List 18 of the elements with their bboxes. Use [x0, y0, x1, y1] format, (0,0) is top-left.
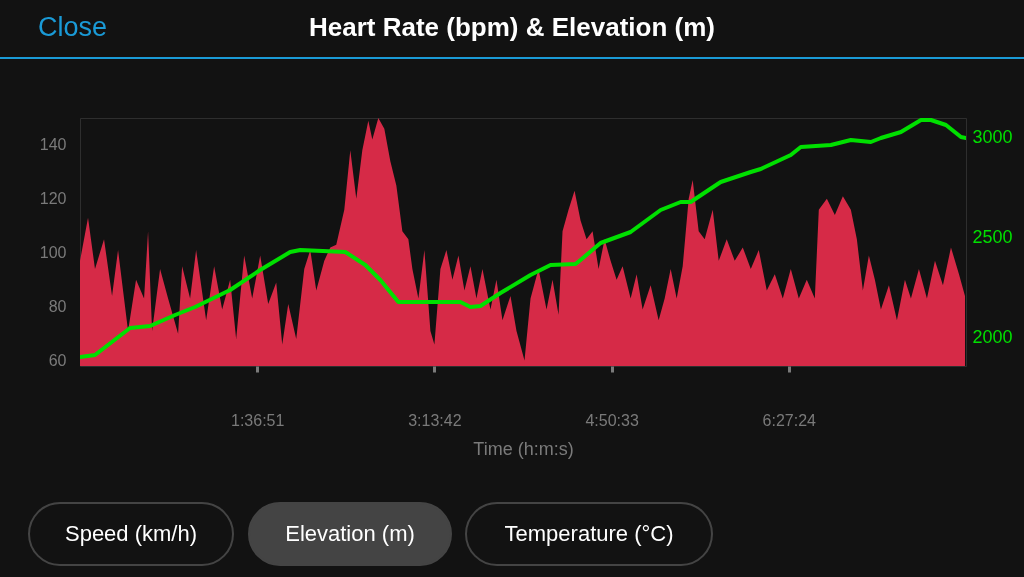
text: Temperature (°C): [504, 521, 674, 546]
y-tick-label: 100: [39, 244, 67, 262]
text: Close: [38, 12, 108, 42]
text: Speed (km/h): [64, 521, 198, 546]
y2-tick-label: 2000: [972, 326, 1013, 347]
y2-tick-label: 2500: [972, 226, 1013, 247]
x-tick-label: 6:27:24: [762, 411, 817, 429]
text: Elevation (m): [285, 521, 415, 546]
y2-tick-label: 3000: [972, 126, 1013, 147]
x-tick-label: 3:13:42: [408, 411, 462, 429]
y-tick-label: 80: [48, 298, 67, 316]
x-tick-label: 4:50:33: [585, 411, 639, 429]
chart-title: Heart Rate (bpm) & Elevation (m): [309, 12, 715, 42]
x-axis-title: Time (h:m:s): [473, 438, 574, 459]
y-tick-label: 140: [39, 136, 67, 154]
x-tick-label: 1:36:51: [231, 411, 285, 429]
y-tick-label: 60: [48, 352, 67, 370]
y-tick-label: 120: [39, 190, 67, 208]
